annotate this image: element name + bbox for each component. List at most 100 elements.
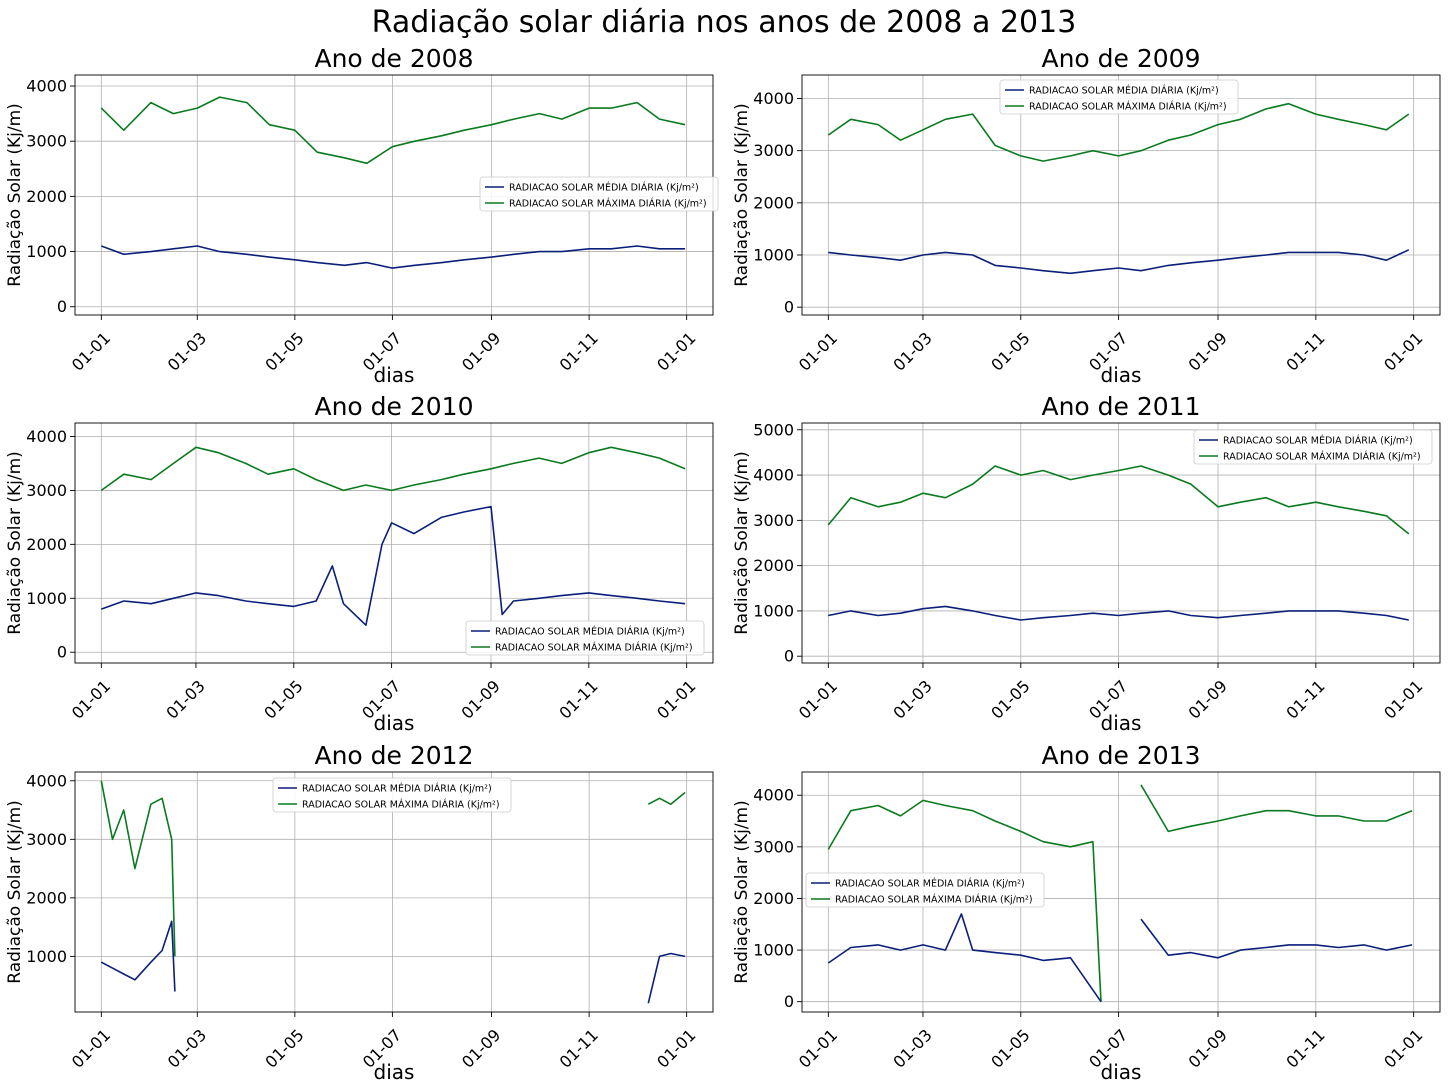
chart-panel-1: Ano de 2009 0 1000 2000 3000 4000 01-01 01-03 01…	[732, 44, 1441, 387]
y-tick-label: 0	[784, 647, 794, 666]
series-line-0	[828, 249, 1410, 275]
x-tick-label: 01-11	[1282, 328, 1328, 374]
y-axis-label: Radiação Solar (Kj/m)	[732, 800, 752, 984]
x-tick-label: 01-05	[987, 676, 1033, 722]
x-tick-label: 01-01	[1380, 328, 1426, 374]
y-axis-label: Radiação Solar (Kj/m)	[5, 800, 25, 984]
legend-label: RADIACAO SOLAR MÉDIA DIÁRIA (Kj/m²)	[835, 878, 1025, 890]
x-axis-label: dias	[1101, 363, 1142, 387]
x-tick-label: 01-05	[261, 328, 307, 374]
legend: RADIACAO SOLAR MÉDIA DIÁRIA (Kj/m²) RADIA…	[465, 620, 705, 656]
legend-label: RADIACAO SOLAR MÉDIA DIÁRIA (Kj/m²)	[302, 783, 492, 795]
y-tick-label: 0	[57, 297, 67, 316]
x-tick-label: 01-03	[889, 328, 935, 374]
legend: RADIACAO SOLAR MÉDIA DIÁRIA (Kj/m²) RADIA…	[272, 777, 512, 813]
x-tick-label: 01-01	[68, 1025, 114, 1071]
series-line-1	[827, 465, 1410, 535]
axes-frame	[801, 771, 1441, 1013]
x-tick-label: 01-11	[556, 1025, 602, 1071]
x-tick-label: 01-01	[653, 676, 699, 722]
figure-title: Radiação solar diária nos anos de 2008 a…	[372, 5, 1077, 40]
x-tick-label: 01-11	[555, 676, 601, 722]
axes-frame	[801, 74, 1441, 316]
x-tick-label: 01-01	[653, 1025, 699, 1071]
legend-label: RADIACAO SOLAR MÁXIMA DIÁRIA (Kj/m²)	[1029, 101, 1227, 113]
legend-label: RADIACAO SOLAR MÉDIA DIÁRIA (Kj/m²)	[1223, 435, 1413, 447]
x-tick-label: 01-01	[653, 328, 699, 374]
x-axis-label: dias	[1101, 1060, 1142, 1084]
legend-box	[805, 872, 1045, 908]
series-line-1	[827, 784, 1413, 1002]
x-tick-label: 01-05	[261, 1025, 307, 1071]
x-tick-label: 01-03	[889, 676, 935, 722]
legend: RADIACAO SOLAR MÉDIA DIÁRIA (Kj/m²) RADIA…	[1193, 429, 1433, 465]
legend-label: RADIACAO SOLAR MÁXIMA DIÁRIA (Kj/m²)	[509, 198, 707, 210]
series-group	[100, 780, 686, 1004]
y-tick-label: 1000	[26, 947, 67, 966]
x-axis-label: dias	[374, 1060, 415, 1084]
y-tick-label: 4000	[753, 786, 794, 805]
legend-label: RADIACAO SOLAR MÉDIA DIÁRIA (Kj/m²)	[509, 182, 699, 194]
y-tick-label: 4000	[753, 466, 794, 485]
y-tick-label: 4000	[753, 89, 794, 108]
legend-label: RADIACAO SOLAR MÉDIA DIÁRIA (Kj/m²)	[495, 626, 685, 638]
y-tick-label: 2000	[753, 193, 794, 212]
series-group	[827, 784, 1413, 1003]
series-group	[100, 96, 686, 269]
y-tick-label: 4000	[26, 77, 67, 96]
x-tick-label: 01-09	[1185, 1025, 1231, 1071]
legend-box	[479, 176, 719, 212]
legend-box	[1193, 429, 1433, 465]
y-tick-label: 4000	[26, 771, 67, 790]
chart-panel-3: Ano de 2011 0 1000 2000 3000 4000 5000 01-01 01-…	[732, 392, 1441, 735]
y-tick-label: 4000	[26, 427, 67, 446]
x-tick-label: 01-03	[164, 328, 210, 374]
x-tick-label: 01-03	[164, 1025, 210, 1071]
series-line-0	[100, 920, 686, 1004]
y-tick-label: 1000	[753, 941, 794, 960]
series-group	[827, 102, 1410, 275]
x-tick-label: 01-01	[795, 1025, 841, 1071]
panel-title: Ano de 2013	[1041, 741, 1200, 770]
legend-box	[465, 620, 705, 656]
x-tick-label: 01-01	[68, 676, 114, 722]
chart-panel-4: Ano de 2012 1000 2000 3000 4000 01-01 01-03 01-…	[5, 741, 714, 1084]
axes-frame	[801, 422, 1441, 664]
legend-label: RADIACAO SOLAR MÁXIMA DIÁRIA (Kj/m²)	[1223, 451, 1421, 463]
x-tick-label: 01-01	[1380, 676, 1426, 722]
series-line-0	[101, 505, 686, 626]
y-tick-label: 3000	[753, 837, 794, 856]
x-tick-label: 01-09	[458, 1025, 504, 1071]
y-tick-label: 1000	[26, 242, 67, 261]
x-tick-label: 01-01	[795, 676, 841, 722]
x-tick-label: 01-01	[795, 328, 841, 374]
y-tick-label: 0	[784, 298, 794, 317]
x-tick-label: 01-09	[1185, 676, 1231, 722]
legend-label: RADIACAO SOLAR MÉDIA DIÁRIA (Kj/m²)	[1029, 85, 1219, 97]
axes-frame	[74, 422, 714, 664]
x-tick-label: 01-11	[1282, 676, 1328, 722]
series-line-0	[101, 245, 686, 269]
y-tick-label: 3000	[26, 132, 67, 151]
legend-label: RADIACAO SOLAR MÁXIMA DIÁRIA (Kj/m²)	[835, 894, 1033, 906]
y-axis-label: Radiação Solar (Kj/m)	[5, 451, 25, 635]
x-tick-label: 01-03	[889, 1025, 935, 1071]
y-tick-label: 2000	[753, 556, 794, 575]
series-line-0	[827, 913, 1413, 1003]
y-axis-label: Radiação Solar (Kj/m)	[5, 103, 25, 287]
x-axis-label: dias	[374, 711, 415, 735]
x-tick-label: 01-05	[987, 1025, 1033, 1071]
chart-panel-5: Ano de 2013 0 1000 2000 3000 4000 01-01 01-03 01…	[732, 741, 1441, 1084]
series-group	[100, 446, 686, 626]
y-tick-label: 1000	[26, 589, 67, 608]
panel-title: Ano de 2010	[314, 392, 473, 421]
legend-label: RADIACAO SOLAR MÁXIMA DIÁRIA (Kj/m²)	[495, 642, 693, 654]
legend-box	[999, 79, 1239, 115]
y-tick-label: 0	[784, 992, 794, 1011]
series-group	[827, 465, 1410, 621]
series-line-1	[100, 96, 686, 165]
axes-frame	[74, 771, 714, 1013]
x-tick-label: 01-11	[1282, 1025, 1328, 1071]
